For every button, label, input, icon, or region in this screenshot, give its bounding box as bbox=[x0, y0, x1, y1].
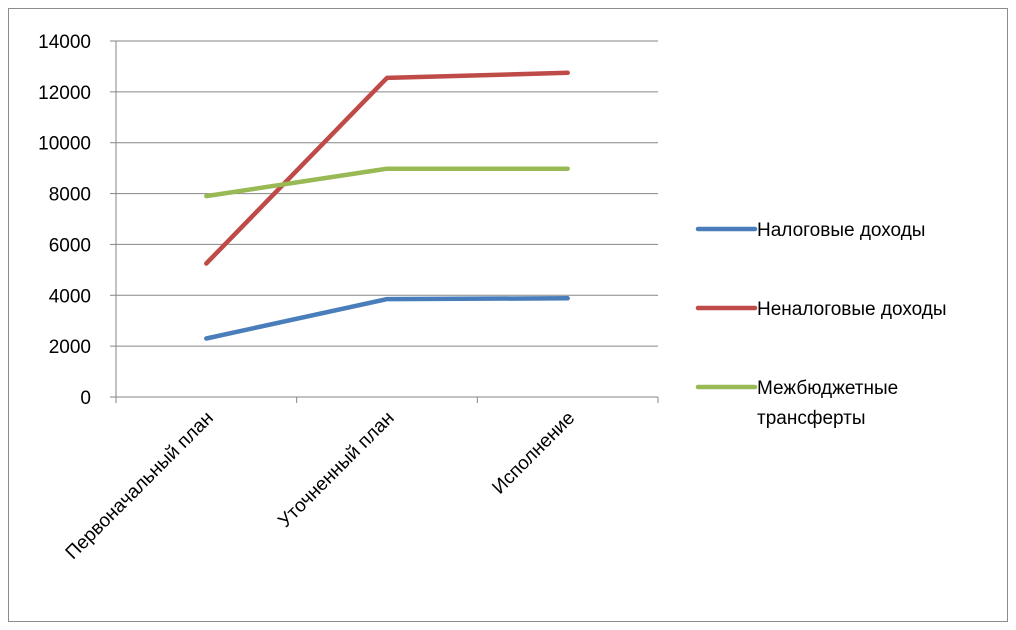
y-tick-label: 4000 bbox=[49, 286, 91, 307]
legend: Налоговые доходы Неналоговые доходы Межбюд… bbox=[695, 220, 947, 429]
y-tick-label: 10000 bbox=[38, 134, 91, 155]
legend-label: Межбюджетные трансферты bbox=[757, 378, 898, 429]
y-tick-label: 14000 bbox=[38, 32, 91, 53]
x-tick-label: Исполнение bbox=[488, 408, 579, 499]
series-line-1 bbox=[204, 296, 570, 341]
y-tick-label: 12000 bbox=[38, 83, 91, 104]
y-tick-label: 2000 bbox=[49, 337, 91, 358]
x-tick-labels: Первоначальный план Уточненный план Исполн… bbox=[62, 408, 579, 564]
legend-label-line: Налоговые доходы bbox=[757, 220, 925, 241]
chart-frame bbox=[8, 8, 1008, 622]
legend-label-line: Неналоговые доходы bbox=[757, 299, 947, 320]
legend-label: Налоговые доходы bbox=[757, 220, 925, 241]
y-tick-label: 8000 bbox=[49, 185, 91, 206]
series-line-3 bbox=[204, 166, 570, 199]
series-line-2 bbox=[204, 70, 570, 266]
y-tick-label: 6000 bbox=[49, 235, 91, 256]
y-tick-label: 0 bbox=[80, 388, 91, 409]
grid-lines bbox=[116, 40, 658, 347]
legend-label-line: трансферты bbox=[757, 408, 866, 429]
y-tick-labels: 0 2000 4000 6000 8000 10000 12000 14000 bbox=[38, 32, 91, 409]
x-tick-label: Первоначальный план bbox=[62, 408, 218, 564]
x-tick-label: Уточненный план bbox=[274, 408, 398, 532]
axes bbox=[110, 40, 659, 403]
series-lines bbox=[204, 70, 570, 341]
legend-label-line: Межбюджетные bbox=[757, 378, 898, 399]
legend-label: Неналоговые доходы bbox=[757, 299, 947, 320]
